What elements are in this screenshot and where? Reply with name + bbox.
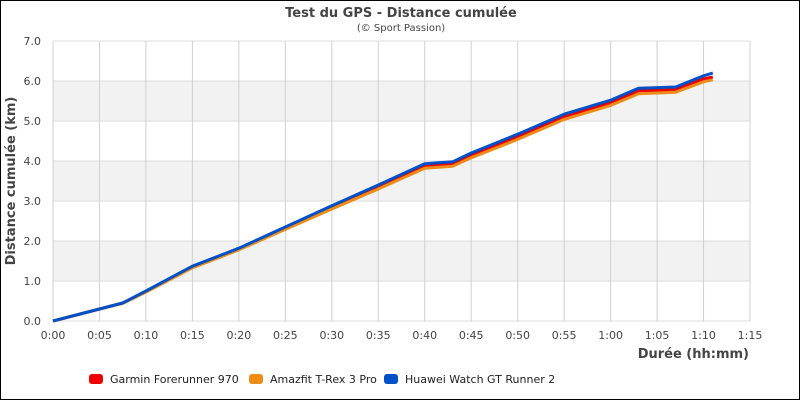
x-tick-label: 0:20: [227, 329, 252, 342]
y-tick-label: 3.0: [24, 195, 42, 208]
y-tick-label: 2.0: [24, 235, 42, 248]
legend-swatch: [249, 374, 263, 384]
legend-label: Huawei Watch GT Runner 2: [405, 373, 555, 386]
y-tick-label: 0.0: [24, 315, 42, 328]
x-tick-label: 0:30: [319, 329, 344, 342]
legend-label: Garmin Forerunner 970: [110, 373, 239, 386]
chart-subtitle: (© Sport Passion): [357, 23, 445, 34]
chart-title: Test du GPS - Distance cumulée: [285, 6, 517, 21]
y-tick-label: 6.0: [24, 75, 42, 88]
x-tick-label: 1:10: [691, 329, 716, 342]
y-tick-label: 5.0: [24, 115, 42, 128]
x-tick-label: 0:55: [552, 329, 577, 342]
legend-label: Amazfit T-Rex 3 Pro: [270, 373, 377, 386]
legend-swatch: [384, 374, 398, 384]
y-axis-label: Distance cumulée (km): [4, 97, 19, 266]
grid-band: [53, 161, 750, 201]
x-tick-label: 0:10: [134, 329, 159, 342]
legend-swatch: [89, 374, 103, 384]
x-tick-label: 1:15: [738, 329, 763, 342]
x-tick-label: 0:45: [459, 329, 484, 342]
x-tick-label: 0:15: [180, 329, 205, 342]
y-tick-label: 4.0: [24, 155, 42, 168]
x-tick-label: 0:25: [273, 329, 298, 342]
x-tick-label: 1:05: [645, 329, 670, 342]
grid-band: [53, 241, 750, 281]
x-tick-label: 0:05: [87, 329, 112, 342]
x-tick-label: 0:40: [412, 329, 437, 342]
y-tick-label: 7.0: [24, 35, 42, 48]
x-tick-label: 0:35: [366, 329, 391, 342]
x-tick-label: 0:50: [505, 329, 530, 342]
y-tick-label: 1.0: [24, 275, 42, 288]
x-tick-label: 1:00: [598, 329, 623, 342]
x-axis-label: Durée (hh:mm): [638, 347, 749, 362]
x-tick-label: 0:00: [41, 329, 66, 342]
